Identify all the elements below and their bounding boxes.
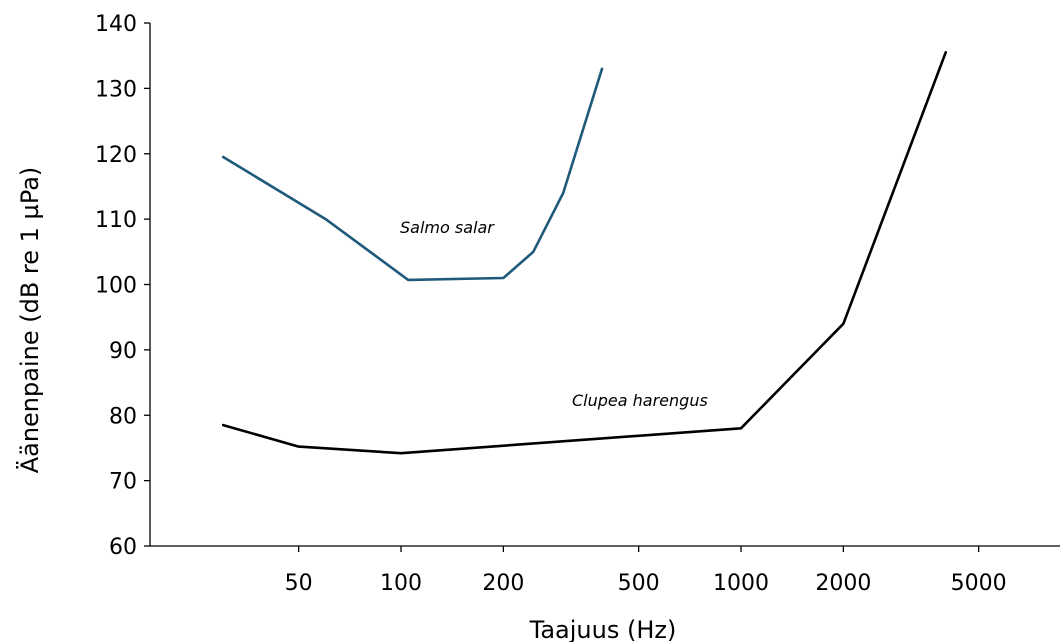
y-tick-label: 70 <box>109 470 137 495</box>
y-tick-label: 110 <box>95 208 137 233</box>
x-axis-title: Taajuus (Hz) <box>529 616 677 642</box>
axes <box>149 23 1060 547</box>
y-tick-label: 140 <box>95 12 137 37</box>
x-tick-label: 2000 <box>815 571 871 596</box>
x-tick-label: 200 <box>482 571 524 596</box>
y-tick-label: 100 <box>95 274 137 299</box>
x-tick-label: 1000 <box>713 571 769 596</box>
y-tick-label: 90 <box>109 339 137 364</box>
x-tick-label: 50 <box>285 571 313 596</box>
series-label-salmo-salar: Salmo salar <box>400 218 495 237</box>
y-tick-label: 130 <box>95 77 137 102</box>
x-tick-label: 5000 <box>951 571 1007 596</box>
y-tick-label: 60 <box>109 535 137 560</box>
x-ticks: 50 100 200 500 1000 2000 5000 <box>285 546 1007 596</box>
y-tick-label: 80 <box>109 404 137 429</box>
y-tick-label: 120 <box>95 143 137 168</box>
series-line-salmo-salar <box>221 67 604 282</box>
y-ticks: 60 70 80 90 100 110 120 130 140 <box>95 12 150 560</box>
series-line-clupea-harengus <box>221 51 948 455</box>
x-tick-label: 100 <box>380 571 422 596</box>
series-lines <box>221 51 948 455</box>
series-label-clupea-harengus: Clupea harengus <box>572 391 708 410</box>
x-tick-label: 500 <box>618 571 660 596</box>
y-axis-title: Äänenpaine (dB re 1 µPa) <box>15 167 44 474</box>
